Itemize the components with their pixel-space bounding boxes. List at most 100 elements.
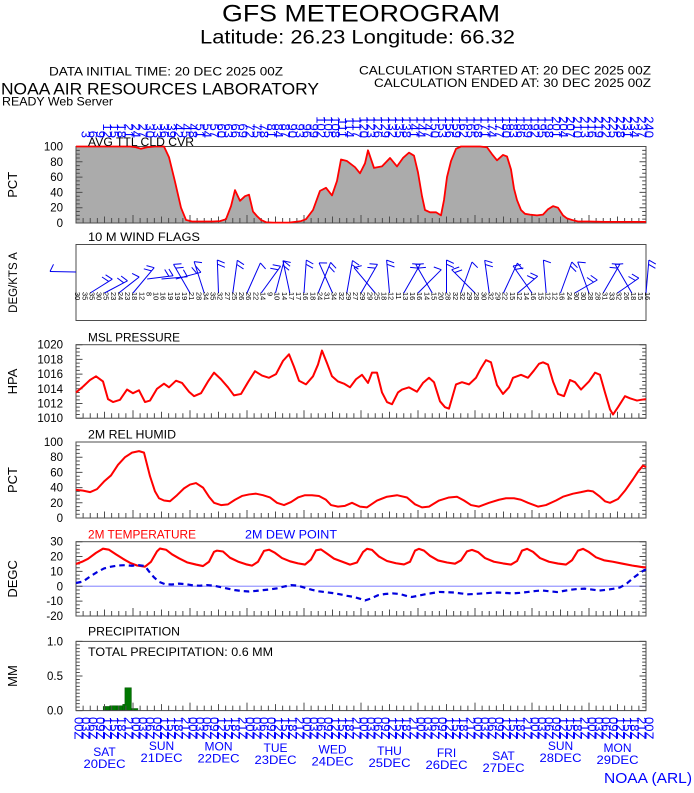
svg-text:195: 195 bbox=[535, 116, 550, 138]
svg-text:30: 30 bbox=[95, 292, 104, 300]
svg-text:80: 80 bbox=[50, 157, 63, 169]
svg-text:03Z: 03Z bbox=[535, 717, 550, 739]
svg-text:24: 24 bbox=[315, 292, 324, 300]
svg-text:03Z: 03Z bbox=[307, 717, 322, 739]
svg-text:156: 156 bbox=[442, 116, 457, 138]
svg-text:06Z: 06Z bbox=[371, 717, 386, 739]
svg-text:32: 32 bbox=[486, 292, 495, 300]
svg-text:19: 19 bbox=[180, 292, 189, 300]
svg-text:12Z: 12Z bbox=[556, 717, 571, 739]
svg-text:DATA INITIAL TIME: 20 DEC 2025: DATA INITIAL TIME: 20 DEC 2025 00Z bbox=[49, 65, 283, 79]
svg-text:16: 16 bbox=[159, 292, 168, 300]
svg-text:28: 28 bbox=[194, 292, 203, 300]
svg-text:108: 108 bbox=[328, 116, 343, 138]
svg-text:147: 147 bbox=[421, 116, 436, 138]
svg-text:0.5: 0.5 bbox=[47, 671, 63, 683]
svg-text:183: 183 bbox=[506, 116, 521, 138]
svg-text:25: 25 bbox=[230, 292, 239, 300]
svg-text:21Z: 21Z bbox=[178, 717, 193, 739]
svg-text:09Z: 09Z bbox=[264, 717, 279, 739]
svg-text:75: 75 bbox=[250, 124, 265, 138]
svg-text:NOAA (ARL): NOAA (ARL) bbox=[604, 770, 692, 787]
svg-text:03Z: 03Z bbox=[364, 717, 379, 739]
svg-text:SUN: SUN bbox=[149, 739, 174, 753]
svg-text:15Z: 15Z bbox=[620, 717, 635, 739]
svg-text:00Z: 00Z bbox=[242, 717, 257, 739]
svg-text:141: 141 bbox=[406, 116, 421, 138]
svg-text:16: 16 bbox=[415, 292, 424, 300]
svg-text:21Z: 21Z bbox=[577, 717, 592, 739]
svg-text:27DEC: 27DEC bbox=[483, 761, 525, 775]
svg-text:81: 81 bbox=[264, 124, 279, 138]
svg-text:21Z: 21Z bbox=[634, 717, 649, 739]
svg-text:1010: 1010 bbox=[37, 413, 63, 425]
svg-text:35: 35 bbox=[80, 292, 89, 300]
svg-text:30: 30 bbox=[50, 537, 63, 549]
svg-text:99: 99 bbox=[307, 124, 322, 138]
svg-text:9: 9 bbox=[93, 131, 108, 138]
svg-text:28: 28 bbox=[444, 292, 453, 300]
svg-text:12: 12 bbox=[543, 292, 552, 300]
svg-text:00Z: 00Z bbox=[185, 717, 200, 739]
svg-text:16: 16 bbox=[643, 292, 652, 300]
svg-text:24: 24 bbox=[565, 292, 574, 300]
svg-text:21Z: 21Z bbox=[121, 717, 136, 739]
svg-text:0: 0 bbox=[57, 218, 63, 230]
svg-text:117: 117 bbox=[349, 117, 364, 138]
svg-text:1018: 1018 bbox=[37, 354, 63, 366]
svg-text:16: 16 bbox=[408, 292, 417, 300]
svg-text:51: 51 bbox=[193, 124, 208, 138]
svg-text:42: 42 bbox=[171, 124, 186, 138]
svg-text:-10: -10 bbox=[46, 596, 63, 608]
svg-text:39: 39 bbox=[164, 124, 179, 138]
svg-text:00Z: 00Z bbox=[470, 717, 485, 739]
svg-text:12Z: 12Z bbox=[385, 717, 400, 739]
svg-text:SAT: SAT bbox=[93, 745, 116, 759]
svg-text:16: 16 bbox=[529, 292, 538, 300]
svg-text:16: 16 bbox=[301, 292, 310, 300]
svg-text:10: 10 bbox=[273, 292, 282, 300]
svg-text:27: 27 bbox=[223, 292, 232, 300]
svg-text:10: 10 bbox=[50, 566, 63, 578]
svg-text:SAT: SAT bbox=[492, 749, 515, 763]
svg-text:2M TEMPERATURE: 2M TEMPERATURE bbox=[88, 530, 196, 542]
svg-text:PRECIPITATION: PRECIPITATION bbox=[88, 627, 180, 639]
svg-text:63: 63 bbox=[221, 124, 236, 138]
svg-text:31: 31 bbox=[323, 292, 332, 300]
svg-text:DEGC: DEGC bbox=[5, 560, 20, 598]
svg-text:06Z: 06Z bbox=[542, 717, 557, 739]
svg-text:THU: THU bbox=[377, 744, 402, 758]
svg-text:0.0: 0.0 bbox=[47, 706, 63, 718]
svg-text:207: 207 bbox=[563, 116, 578, 138]
svg-text:PCT: PCT bbox=[5, 467, 20, 493]
svg-text:06Z: 06Z bbox=[485, 717, 500, 739]
svg-text:28DEC: 28DEC bbox=[540, 751, 582, 765]
svg-text:18Z: 18Z bbox=[171, 717, 186, 739]
svg-text:MON: MON bbox=[205, 740, 233, 754]
svg-text:3: 3 bbox=[79, 131, 94, 138]
svg-text:21Z: 21Z bbox=[520, 717, 535, 739]
svg-text:23DEC: 23DEC bbox=[255, 753, 297, 767]
svg-text:15Z: 15Z bbox=[107, 717, 122, 739]
svg-text:29: 29 bbox=[494, 292, 503, 300]
svg-text:24: 24 bbox=[116, 292, 125, 300]
svg-text:18Z: 18Z bbox=[228, 717, 243, 739]
svg-text:18Z: 18Z bbox=[114, 717, 129, 739]
svg-text:00Z: 00Z bbox=[128, 717, 143, 739]
svg-text:40: 40 bbox=[50, 187, 63, 199]
svg-text:168: 168 bbox=[470, 116, 485, 138]
svg-text:66: 66 bbox=[228, 124, 243, 138]
svg-text:17: 17 bbox=[287, 292, 296, 300]
svg-text:18Z: 18Z bbox=[513, 717, 528, 739]
svg-text:CALCULATION ENDED AT: 30 DEC 2: CALCULATION ENDED AT: 30 DEC 2025 00Z bbox=[374, 76, 651, 90]
svg-text:03Z: 03Z bbox=[592, 717, 607, 739]
svg-text:28: 28 bbox=[586, 292, 595, 300]
svg-text:23: 23 bbox=[123, 292, 132, 300]
svg-text:03Z: 03Z bbox=[250, 717, 265, 739]
svg-text:123: 123 bbox=[364, 116, 379, 138]
svg-text:12Z: 12Z bbox=[214, 717, 229, 739]
svg-text:30: 30 bbox=[143, 124, 158, 138]
svg-text:32: 32 bbox=[615, 292, 624, 300]
svg-text:135: 135 bbox=[392, 116, 407, 138]
svg-text:198: 198 bbox=[542, 116, 557, 138]
